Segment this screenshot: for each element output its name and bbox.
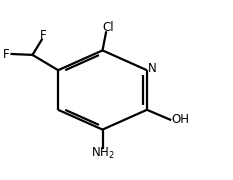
Text: F: F — [40, 29, 46, 42]
Text: NH$_2$: NH$_2$ — [91, 145, 114, 161]
Text: F: F — [3, 48, 10, 60]
Text: Cl: Cl — [102, 21, 114, 34]
Text: N: N — [148, 62, 156, 75]
Text: OH: OH — [172, 113, 190, 126]
